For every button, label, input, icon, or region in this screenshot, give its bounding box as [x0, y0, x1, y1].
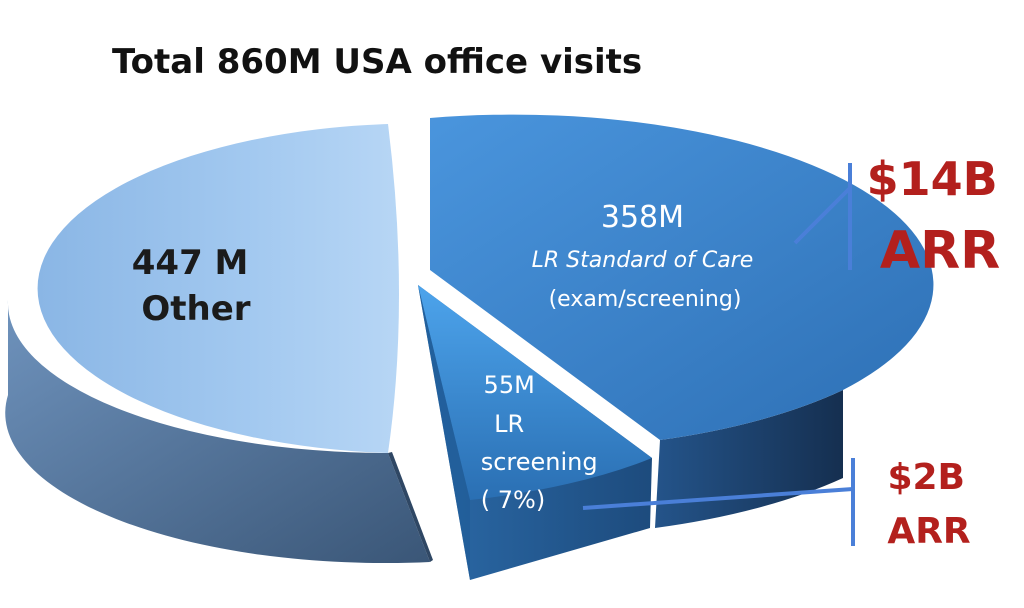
slice-label-lr-screening-name: LR	[494, 410, 524, 438]
annotation-14b-arr: $14B ARR	[867, 152, 1004, 281]
slice-label-other-value: 447 M	[132, 243, 249, 283]
slice-label-lr-standard-name: LR Standard of Care	[532, 248, 754, 273]
annotation-2b-label: ARR	[887, 511, 970, 552]
pie-slice-lr-screening-side	[418, 285, 470, 580]
leader-line-14b	[793, 186, 852, 245]
slice-label-lr-standard: 358M LR Standard of Care (exam/screening…	[532, 200, 759, 312]
pie-slice-other-side	[5, 300, 431, 564]
annotation-14b-value: $14B	[867, 152, 998, 206]
slice-label-other: 447 M Other	[132, 243, 261, 329]
slice-label-lr-standard-detail: (exam/screening)	[549, 287, 742, 312]
annotation-2b-arr: $2B ARR	[887, 457, 970, 552]
leader-line-2b	[582, 487, 854, 510]
slice-label-lr-screening-pct: ( 7%)	[481, 486, 545, 514]
pie-slice-other-top	[37, 124, 400, 453]
slice-label-lr-screening-type: screening	[481, 448, 598, 476]
slice-label-lr-standard-value: 358M	[601, 200, 684, 235]
chart-title: Total 860M USA office visits	[112, 42, 642, 82]
annotation-14b-label: ARR	[880, 221, 1000, 281]
slice-label-lr-screening: 55M LR screening ( 7%)	[481, 371, 606, 514]
annotation-2b-value: $2B	[887, 457, 965, 498]
pie-slice-other	[5, 124, 433, 564]
pie-slice-lr-standard-top	[430, 114, 934, 440]
annotation-leaders	[582, 163, 855, 546]
pie-slice-lr-screening-top	[418, 285, 652, 500]
slice-label-other-name: Other	[141, 289, 250, 329]
slice-label-lr-screening-value: 55M	[484, 371, 535, 399]
pie-slice-other-edge	[388, 452, 433, 562]
